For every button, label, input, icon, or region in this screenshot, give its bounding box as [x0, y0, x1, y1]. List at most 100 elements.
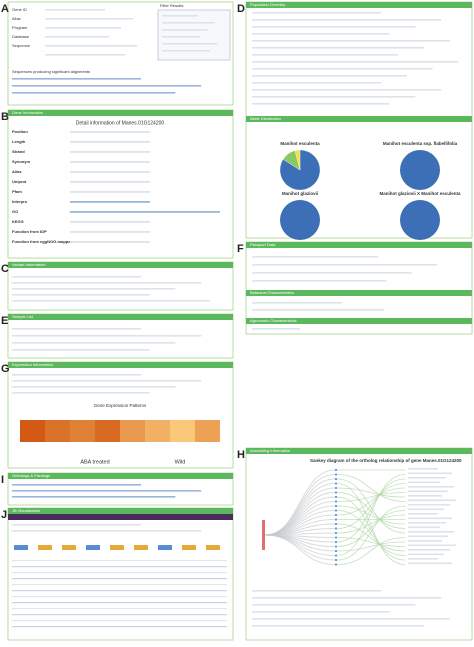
text-line [12, 342, 176, 344]
text-line [12, 496, 176, 498]
text-line [252, 96, 416, 98]
field-label: Gene ID [12, 7, 27, 12]
row-value [70, 201, 150, 203]
header-bar [8, 110, 233, 116]
text-line [408, 549, 450, 551]
group-label: ABA treated [80, 459, 109, 465]
sankey-link [336, 487, 406, 498]
feature [206, 545, 220, 550]
text-line [12, 282, 202, 284]
row-key: Synonym [12, 159, 30, 164]
text-line [12, 392, 150, 394]
sankey-link [336, 523, 406, 552]
sankey-node [335, 473, 337, 476]
text-line [252, 68, 433, 70]
track-line [12, 566, 227, 568]
heat-cell [145, 420, 170, 442]
panel-header: JB Visualization [12, 508, 40, 513]
text-line [252, 26, 416, 28]
text-line [408, 526, 440, 529]
text-line [12, 294, 150, 296]
text-line [252, 625, 424, 627]
text-line [12, 335, 202, 337]
row-key: Interpro [12, 199, 28, 204]
sankey-link [336, 487, 406, 516]
track-line [12, 590, 227, 592]
heat-cell [20, 420, 45, 442]
track-line [12, 608, 227, 610]
text-line [252, 611, 390, 613]
text-line [408, 495, 442, 497]
text-line [162, 29, 208, 31]
text-line [45, 9, 105, 11]
text-line [162, 43, 218, 45]
panel-letter: E [1, 315, 8, 327]
pie-slice [400, 150, 440, 190]
text-line [252, 272, 412, 274]
text-line [252, 597, 442, 599]
heat-cell [120, 420, 145, 442]
panel-b [7, 109, 234, 259]
field-label: Alias [12, 16, 21, 21]
track-line [12, 572, 227, 574]
text-line [12, 530, 202, 532]
sankey-node [262, 520, 265, 550]
sankey-link [336, 505, 406, 561]
row-value [70, 221, 150, 223]
row-value [70, 241, 150, 243]
header-bar [246, 318, 472, 324]
text-line [408, 508, 444, 511]
field-label: Database [12, 34, 30, 39]
sankey-node [335, 554, 337, 557]
heat-cell [70, 420, 95, 442]
feature [62, 545, 76, 550]
text-line [45, 45, 137, 47]
row-value [70, 131, 150, 133]
sankey-node [335, 500, 337, 503]
text-line [12, 386, 176, 388]
pie-slice [280, 200, 320, 240]
heat-title: Gene Expression Patterns [94, 403, 147, 408]
text-line [252, 19, 442, 21]
track-line [12, 626, 227, 628]
text-line [252, 302, 342, 304]
sankey-link [336, 492, 406, 502]
row-value [70, 211, 220, 213]
pie-title: Manihot glaziovii [282, 191, 318, 196]
track-line [12, 620, 227, 622]
header-bar [246, 290, 472, 296]
text-line [408, 472, 452, 475]
sankey-node [335, 482, 337, 485]
row-value [70, 151, 150, 153]
header-bar [246, 2, 472, 8]
text-line [252, 89, 442, 91]
header-bar [246, 116, 472, 122]
sankey-node [335, 545, 337, 548]
row-value [70, 171, 150, 173]
row-key: Alias [12, 169, 22, 174]
text-line [408, 540, 442, 542]
text-line [252, 280, 387, 282]
panel-letter: B [1, 111, 9, 123]
sankey-node [335, 550, 337, 552]
text-line [408, 477, 446, 479]
text-line [12, 78, 141, 80]
track-line [12, 602, 227, 604]
text-line [252, 12, 381, 14]
panel-header: Annotating Information [250, 448, 290, 453]
text-line [12, 380, 202, 382]
filter-box [157, 9, 231, 61]
panel-header: Agronomic Characteristics [250, 318, 297, 323]
detail-title: Detail information of Manes.01G124200 [76, 120, 165, 126]
sankey-node [335, 496, 337, 498]
pie-title: Manihot esculenta [280, 141, 320, 146]
row-key: Pfam [12, 189, 22, 194]
panel-header: Botanical Characteristics [250, 290, 294, 295]
text-line [12, 374, 141, 376]
sankey-title: Sankey diagram of the ortholog relations… [310, 458, 462, 463]
sankey-node [335, 505, 337, 507]
feature [158, 545, 172, 550]
feature [182, 545, 196, 550]
panel-header: Gene Information [12, 110, 43, 115]
sankey-node [335, 509, 337, 512]
